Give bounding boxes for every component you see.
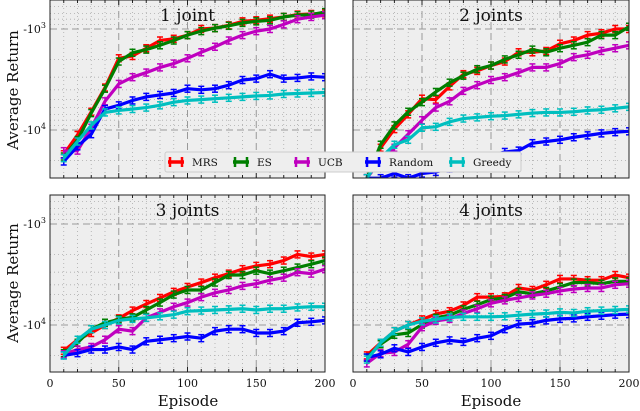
ytick-label: -104: [23, 122, 46, 137]
series-random: [63, 318, 325, 357]
ylabel-top: Average Return: [4, 30, 22, 151]
xtick-label: 50: [112, 377, 126, 390]
xtick-label: 100: [481, 377, 502, 390]
panel-1: -103 -104 1 joint: [23, 0, 326, 179]
xtick-label: 150: [550, 377, 571, 390]
series-group: [60, 7, 325, 166]
ytick-label: -104: [23, 317, 46, 332]
series-es: [62, 10, 325, 158]
axis-labels: Average Return Average Return Episode Ep…: [4, 30, 521, 410]
xtick-label: 0: [47, 377, 54, 390]
series-greedy: [365, 307, 629, 361]
xtick-label: 50: [415, 377, 429, 390]
series-group: [363, 22, 629, 178]
panel-title: 2 joints: [459, 6, 523, 26]
xtick-label: 200: [315, 377, 336, 390]
series-greedy: [365, 105, 629, 178]
panel-2: 2 joints: [352, 0, 630, 179]
legend-label: UCB: [318, 157, 343, 169]
xlabel-right: Episode: [461, 392, 522, 410]
legend-item-random: Random: [365, 157, 433, 169]
series-ucb: [63, 267, 325, 356]
series-group: [60, 250, 325, 360]
panel-title: 4 joints: [459, 201, 523, 221]
series-es: [365, 25, 629, 178]
series-es: [365, 279, 629, 359]
legend-label: Greedy: [473, 157, 512, 169]
ylabel-bottom: Average Return: [4, 223, 22, 344]
legend-item-ucb: UCB: [294, 157, 343, 169]
legend-item-greedy: Greedy: [449, 157, 512, 169]
legend-item-es: ES: [233, 157, 272, 169]
legend-label: ES: [257, 157, 272, 169]
legend-item-mrs: MRS: [168, 157, 218, 169]
series-greedy: [62, 305, 325, 357]
legend: MRS ES UCB Random Greedy: [164, 151, 522, 173]
panel-title: 3 joints: [156, 201, 220, 221]
series-greedy: [62, 90, 325, 160]
ytick-label: -103: [23, 216, 46, 231]
panel-3: 0 50 100 150 200 -103 -104 3 joints: [23, 194, 336, 390]
series-ucb: [365, 43, 629, 178]
xtick-label: 100: [177, 377, 198, 390]
xtick-label: 200: [619, 377, 640, 390]
xtick-label: 150: [246, 377, 267, 390]
xtick-label: 0: [350, 377, 357, 390]
panel-title: 1 joint: [160, 6, 215, 26]
series-random: [366, 312, 629, 360]
series-group: [363, 270, 629, 368]
legend-label: Random: [389, 157, 433, 169]
ytick-label: -103: [23, 21, 46, 36]
panel-4: 0 50 100 150 200 4 joints: [350, 194, 640, 390]
xlabel-left: Episode: [158, 392, 219, 410]
legend-label: MRS: [192, 157, 218, 169]
